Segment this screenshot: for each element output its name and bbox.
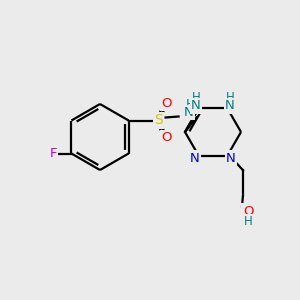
Text: O: O bbox=[161, 97, 172, 110]
Text: O: O bbox=[243, 205, 253, 218]
Text: N: N bbox=[226, 152, 236, 165]
Text: N: N bbox=[184, 106, 194, 119]
Text: N: N bbox=[191, 99, 201, 112]
Text: H: H bbox=[192, 91, 200, 104]
Text: H: H bbox=[244, 215, 252, 228]
Text: O: O bbox=[161, 131, 172, 144]
Text: F: F bbox=[50, 147, 57, 160]
Text: S: S bbox=[154, 113, 163, 128]
Text: N: N bbox=[190, 152, 200, 165]
Text: H: H bbox=[186, 98, 195, 111]
Text: N: N bbox=[225, 99, 235, 112]
Text: H: H bbox=[226, 91, 234, 104]
